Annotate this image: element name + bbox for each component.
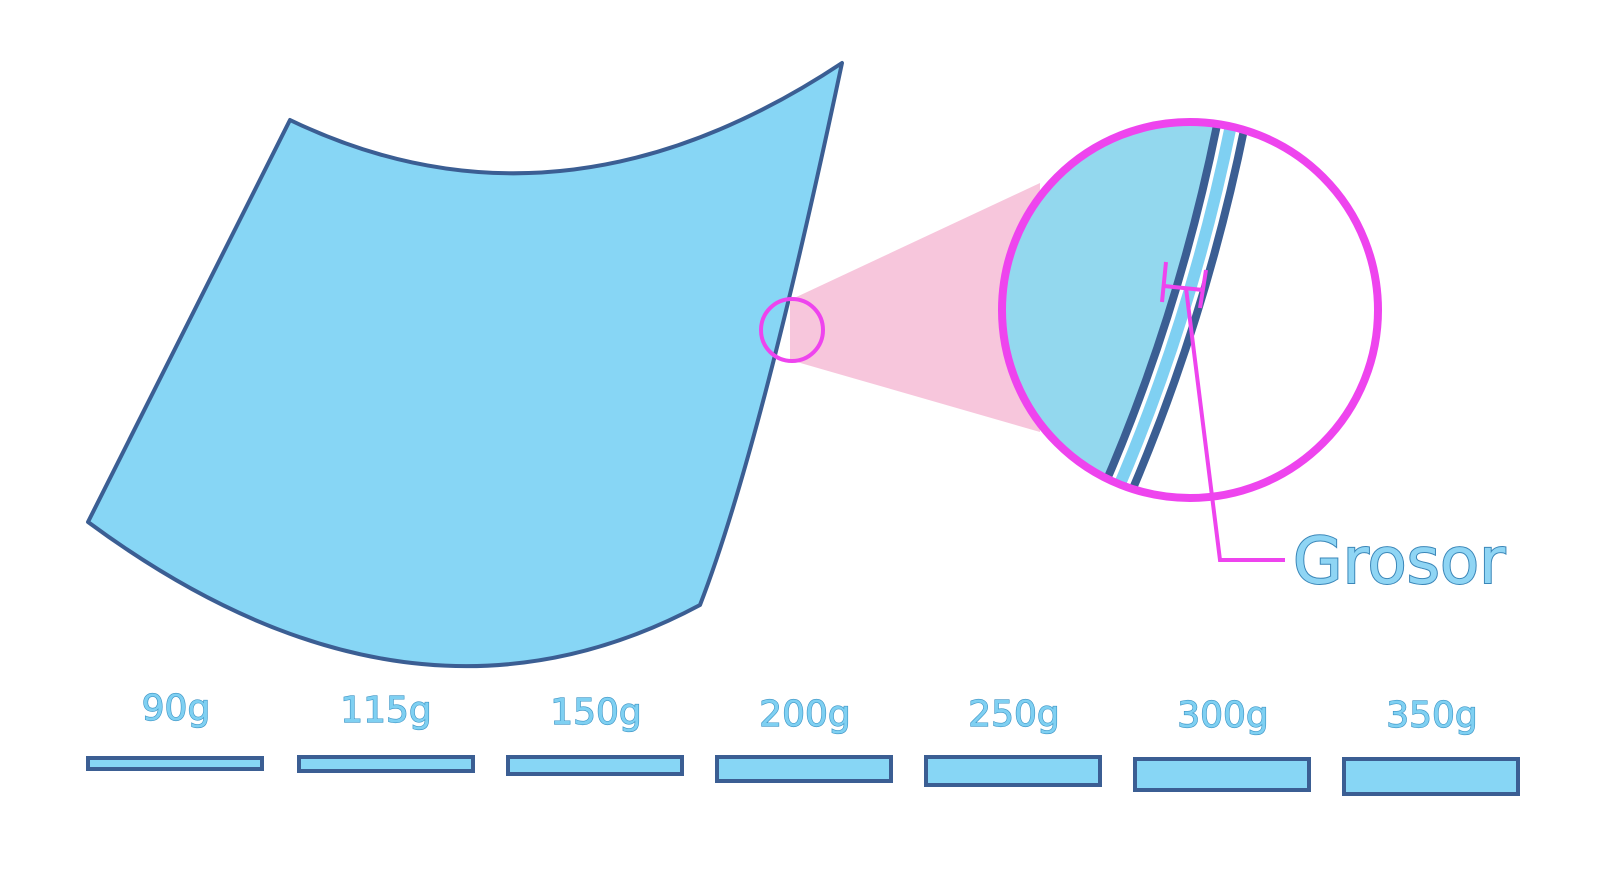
thickness-strip	[924, 755, 1102, 787]
weight-sample: 300g	[1133, 694, 1311, 792]
weight-label: 250g	[968, 694, 1060, 735]
thickness-strip	[86, 756, 264, 771]
weight-sample: 115g	[297, 689, 475, 773]
small-magnifier-ring	[759, 297, 825, 363]
zoom-beam	[790, 183, 1040, 432]
weight-label: 90g	[142, 688, 211, 729]
weight-label: 350g	[1386, 695, 1478, 736]
magnified-paper-surface	[1002, 122, 1218, 498]
magnified-paper-edge-left	[1094, 122, 1222, 498]
weight-label: 115g	[340, 690, 432, 731]
weight-sample: 200g	[715, 693, 893, 783]
thickness-strip	[1342, 757, 1520, 796]
weight-label: 300g	[1177, 695, 1269, 736]
weight-sample: 150g	[506, 691, 684, 776]
weight-sample: 250g	[924, 693, 1102, 787]
weight-samples: 90g 115g 150g 200g 250g 300g 350g	[86, 687, 1520, 796]
weight-sample: 350g	[1342, 694, 1520, 796]
magnified-paper-edge-right	[1124, 122, 1250, 498]
thickness-label: Grosor	[1293, 525, 1506, 599]
weight-sample: 90g	[86, 687, 264, 771]
large-magnifier-ring	[998, 118, 1382, 502]
thickness-marker	[1160, 261, 1208, 309]
thickness-strip	[297, 755, 475, 773]
thickness-strip	[506, 755, 684, 776]
thickness-leader-line	[1184, 287, 1285, 562]
weight-label: 150g	[550, 692, 642, 733]
thickness-strip	[715, 755, 893, 783]
weight-label: 200g	[759, 694, 851, 735]
paper-sheet	[86, 61, 844, 669]
magnified-paper-core	[1107, 122, 1238, 498]
thickness-strip	[1133, 757, 1311, 792]
